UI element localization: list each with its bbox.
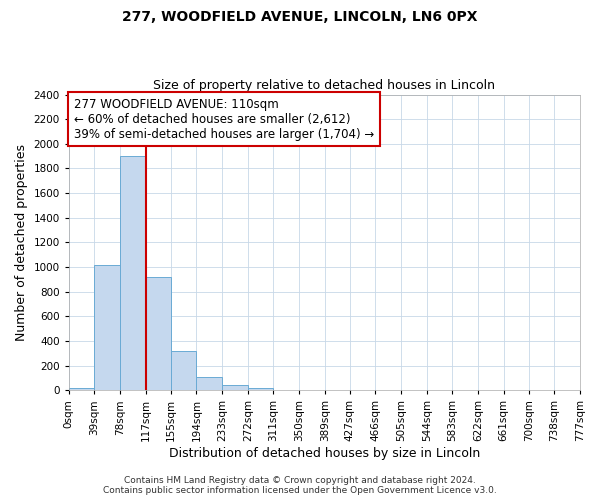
Bar [171, 351, 196, 391]
Bar [120, 156, 146, 390]
Y-axis label: Number of detached properties: Number of detached properties [15, 144, 28, 341]
Text: 277 WOODFIELD AVENUE: 110sqm
← 60% of detached houses are smaller (2,612)
39% of: 277 WOODFIELD AVENUE: 110sqm ← 60% of de… [74, 98, 374, 140]
Text: 277, WOODFIELD AVENUE, LINCOLN, LN6 0PX: 277, WOODFIELD AVENUE, LINCOLN, LN6 0PX [122, 10, 478, 24]
Bar [196, 378, 222, 390]
Bar [248, 388, 274, 390]
Bar [222, 384, 248, 390]
X-axis label: Distribution of detached houses by size in Lincoln: Distribution of detached houses by size … [169, 447, 480, 460]
Bar [94, 264, 120, 390]
Bar [69, 388, 94, 390]
Bar [146, 277, 171, 390]
Title: Size of property relative to detached houses in Lincoln: Size of property relative to detached ho… [154, 79, 496, 92]
Text: Contains HM Land Registry data © Crown copyright and database right 2024.
Contai: Contains HM Land Registry data © Crown c… [103, 476, 497, 495]
